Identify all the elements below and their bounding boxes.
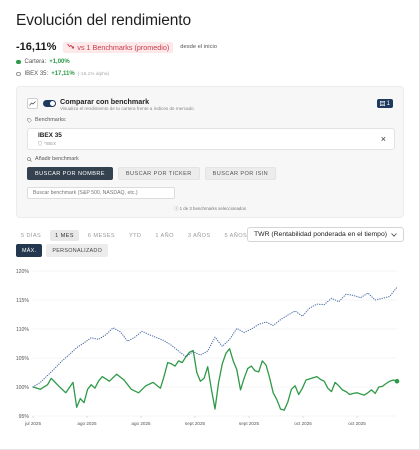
trend-down-icon — [67, 43, 75, 51]
period-tabs: 5 DÍAS 1 MES 6 MESES YTD 1 AÑO 3 AÑOS 5 … — [16, 230, 252, 241]
search-by-name-button[interactable]: BUSCAR POR NOMBRE — [27, 167, 113, 180]
add-benchmark-label: Añadir benchmark — [27, 156, 79, 162]
info-icon: ⓘ — [173, 206, 180, 211]
tab-6-months[interactable]: 6 MESES — [87, 232, 115, 239]
y-tick-label: 110% — [16, 327, 29, 333]
tab-ytd[interactable]: YTD — [128, 232, 142, 239]
chevron-down-icon — [391, 232, 397, 237]
y-tick-label: 100% — [16, 385, 30, 391]
y-tick-label: 115% — [16, 298, 29, 304]
tab-max[interactable]: MÁX. — [16, 244, 43, 257]
search-by-ticker-button[interactable]: BUSCAR POR TICKER — [117, 167, 200, 180]
tab-3-years[interactable]: 3 AÑOS — [187, 232, 211, 239]
performance-chart: 120% 115% 110% 105% 100% 95%jul 2025 ago 2025 a… — [16, 269, 400, 426]
x-tick-label: sept 2025 — [239, 421, 260, 426]
benchmarks-label: Benchmarks: — [27, 117, 66, 123]
y-tick-label: 95% — [19, 414, 30, 420]
metric-select[interactable]: TWR (Rentabilidad ponderada en el tiempo… — [247, 227, 404, 242]
y-tick-label: 105% — [16, 356, 30, 362]
trend-up-icon — [29, 101, 36, 106]
list-icon — [379, 101, 385, 106]
benchmark-search-input[interactable] — [27, 187, 175, 199]
benchmark-comparison-pill: vs 1 Benchmarks (promedio) — [63, 41, 174, 53]
legend-value: +17,11% — [51, 71, 75, 77]
legend-note: (-16,1% alpha) — [77, 71, 110, 77]
location-pin-icon — [38, 141, 42, 146]
benchmark-name: IBEX 35 — [38, 132, 62, 139]
legend-name: Cartera: — [24, 59, 47, 65]
search-mode-buttons: BUSCAR POR NOMBRE BUSCAR POR TICKER BUSC… — [27, 167, 277, 180]
y-tick-label: 120% — [16, 269, 30, 275]
x-tick-label: ago 2025 — [131, 421, 151, 426]
count-badge-value: 1 — [386, 100, 390, 107]
benchmark-code: ^IBEX — [44, 141, 57, 146]
since-label: desde el inicio — [180, 44, 217, 50]
x-tick-label: oct 2025 — [348, 421, 366, 426]
performance-value: -16,11% — [16, 41, 57, 53]
benchmark-dot-icon — [16, 71, 21, 77]
legend-item-benchmark: IBEX 35: +17,11% (-16,1% alpha) — [16, 69, 109, 79]
x-tick-label: jul 2025 — [24, 421, 42, 426]
tab-5-days[interactable]: 5 DÍAS — [21, 232, 42, 239]
legend-name: IBEX 35: — [24, 71, 49, 77]
portfolio-dot-icon — [16, 59, 21, 65]
search-icon — [27, 156, 32, 162]
page-title: Evolución del rendimiento — [16, 12, 191, 29]
search-by-isin-button[interactable]: BUSCAR POR ISIN — [204, 167, 277, 180]
tab-custom[interactable]: PERSONALIZADO — [46, 244, 109, 257]
benchmark-card: IBEX 35 ^IBEX × — [27, 128, 395, 150]
legend-value: +1,00% — [49, 59, 70, 65]
benchmark-series-line — [32, 286, 398, 388]
portfolio-end-point — [394, 378, 400, 384]
chart-trend-button[interactable] — [27, 98, 38, 109]
tag-icon — [27, 117, 32, 123]
x-tick-label: sept 2025 — [185, 421, 206, 426]
selected-count-text: 1 de 3 benchmarks seleccionados — [179, 206, 246, 211]
performance-headline: -16,11% vs 1 Benchmarks (promedio) desde… — [16, 40, 217, 54]
metric-select-value: TWR (Rentabilidad ponderada en el tiempo… — [254, 231, 387, 238]
benchmarks-label-text: Benchmarks: — [35, 117, 67, 123]
x-tick-label: ago 2025 — [77, 421, 97, 426]
range-tabs: MÁX. PERSONALIZADO — [16, 244, 109, 257]
add-benchmark-text: Añadir benchmark — [35, 156, 79, 162]
comparison-pill-label: vs 1 Benchmarks (promedio) — [77, 42, 170, 52]
remove-benchmark-close-icon[interactable]: × — [380, 134, 386, 144]
compare-title: Comparar con benchmark — [60, 97, 150, 106]
selected-count: ⓘ 1 de 3 benchmarks seleccionados — [17, 206, 403, 212]
compare-benchmark-toggle[interactable] — [43, 100, 56, 107]
compare-subtitle: Visualiza el rendimiento de tu cartera f… — [60, 106, 194, 111]
legend-item-portfolio: Cartera: +1,00% — [16, 57, 73, 67]
tab-1-month[interactable]: 1 MES — [50, 230, 79, 241]
benchmark-panel: Comparar con benchmark Visualiza el rend… — [16, 86, 404, 218]
tab-1-year[interactable]: 1 AÑO — [155, 232, 174, 239]
x-tick-label: oct 2025 — [294, 421, 312, 426]
tab-5-years[interactable]: 5 AÑOS — [224, 232, 248, 239]
portfolio-series-line — [32, 348, 398, 411]
benchmark-count-badge[interactable]: 1 — [376, 99, 393, 108]
